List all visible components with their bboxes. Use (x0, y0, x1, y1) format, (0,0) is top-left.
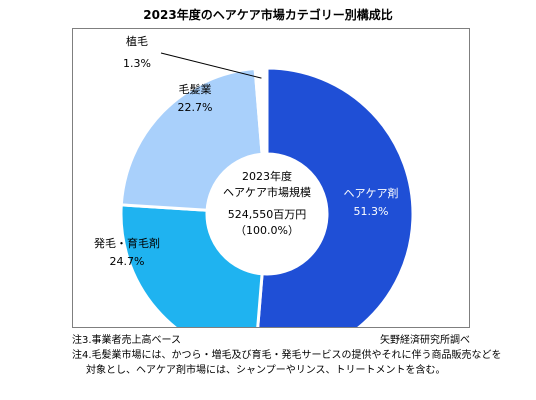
slice-2-value: 22.7% (178, 101, 213, 114)
source-credit: 矢野経済研究所調べ (380, 335, 470, 346)
slice-3-leader-line (160, 52, 262, 79)
slice-0 (256, 66, 415, 327)
center-label-line-0: 2023年度 (242, 169, 292, 183)
note-4: 注4.毛髪業市場には、かつら・増毛及び育毛・発毛サービスの提供やそれに伴う商品販… (72, 350, 502, 361)
slice-2 (119, 66, 264, 212)
center-label-line-2: 524,550百万円 (228, 208, 307, 221)
slice-1 (119, 203, 264, 327)
note-4-continued: 対象とし、ヘアケア剤市場には、シャンプーやリンス、トリートメントを含む。 (86, 365, 446, 376)
slice-1-name: 発毛・育毛剤 (94, 236, 160, 250)
chart-title: 2023年度のヘアケア市場カテゴリー別構成比 (143, 8, 393, 22)
chart-frame: ヘアケア剤 51.3% 発毛・育毛剤 24.7% 毛髪業 22.7% 植毛 1.3% 2023年… (72, 28, 470, 328)
slice-3-name: 植毛 (126, 34, 148, 48)
slice-0-name: ヘアケア剤 (344, 186, 399, 200)
center-label-line-3: （100.0%） (235, 224, 299, 237)
center-label-line-1: ヘアケア市場規模 (223, 185, 311, 199)
donut-chart: ヘアケア剤 51.3% 発毛・育毛剤 24.7% 毛髪業 22.7% 植毛 1.3% 2023年… (94, 34, 415, 327)
note-3: 注3.事業者売上高ベース (72, 335, 182, 346)
slice-0-value: 51.3% (354, 205, 389, 218)
slice-3 (253, 66, 269, 156)
slice-3-value: 1.3% (123, 57, 151, 70)
slice-1-value: 24.7% (110, 255, 145, 268)
slice-2-name: 毛髪業 (179, 82, 212, 96)
